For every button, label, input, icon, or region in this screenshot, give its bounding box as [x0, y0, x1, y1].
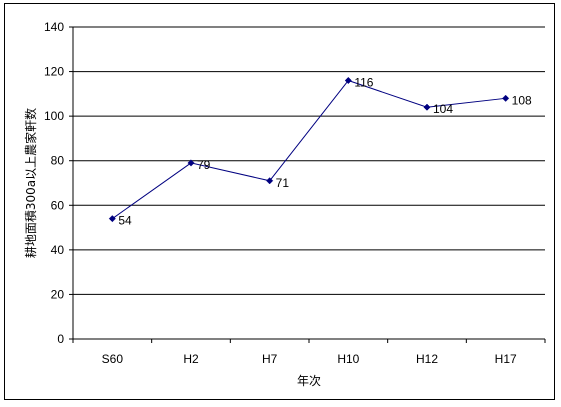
series-polyline — [112, 79, 506, 220]
y-tick-label: 120 — [44, 65, 64, 79]
data-point-marker — [187, 159, 195, 167]
data-point-marker — [266, 177, 274, 185]
data-label: 108 — [512, 93, 532, 107]
gridlines — [73, 26, 545, 295]
x-axis-label: 年次 — [297, 374, 321, 388]
data-label: 104 — [433, 102, 453, 116]
data-point-marker — [423, 103, 431, 111]
data-point-marker — [344, 76, 352, 85]
data-label: 116 — [354, 75, 373, 89]
data-label: 79 — [197, 158, 211, 172]
y-tick-label: 80 — [51, 154, 65, 168]
y-tick-label: 20 — [51, 287, 65, 301]
x-tick-label: H10 — [337, 352, 359, 366]
x-tick-label: S60 — [102, 352, 124, 366]
y-tick-label: 60 — [51, 198, 65, 212]
series-line — [112, 79, 506, 220]
x-tick-label: H12 — [416, 352, 438, 366]
y-tick-label: 0 — [57, 332, 64, 346]
x-tick-label: H17 — [495, 352, 517, 366]
y-tick-label: 100 — [44, 109, 64, 123]
data-label: 54 — [118, 214, 132, 228]
x-tick-label: H2 — [183, 352, 199, 366]
data-point-marker — [502, 94, 510, 102]
y-axis-label: 耕地面積300a以上農家軒数 — [23, 108, 38, 258]
y-tick-label: 140 — [44, 20, 64, 34]
x-tick-labels: S60 H2 H7 H10 H12 H17 — [102, 352, 517, 366]
data-label: 71 — [276, 176, 290, 190]
chart-frame — [4, 3, 555, 400]
y-tick-labels: 0 20 40 60 80 100 120 140 — [44, 20, 64, 346]
series-markers — [108, 76, 510, 223]
data-point-marker — [108, 215, 116, 223]
x-tick-label: H7 — [262, 352, 278, 366]
axes — [69, 26, 546, 343]
data-labels: 54 79 71 116 104 108 — [118, 75, 532, 227]
y-tick-label: 40 — [51, 243, 65, 257]
